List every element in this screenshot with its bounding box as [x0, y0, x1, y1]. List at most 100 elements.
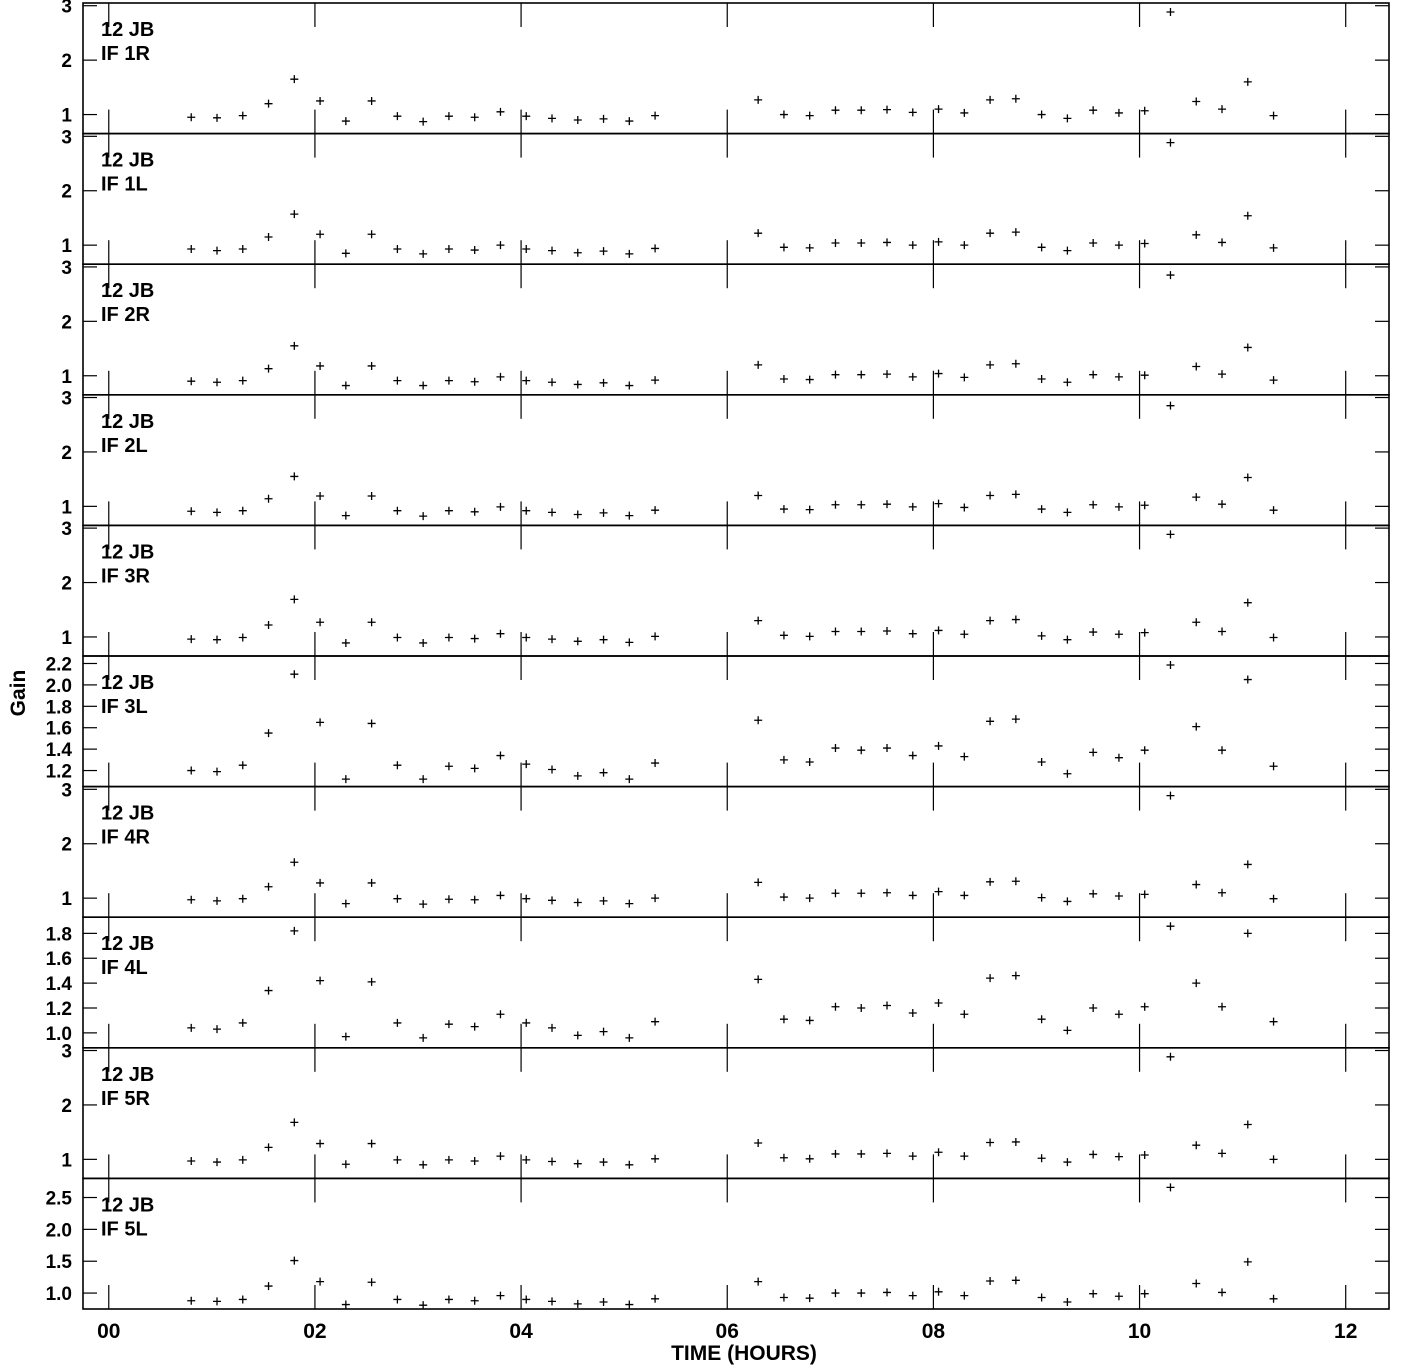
data-point: [264, 364, 273, 373]
data-point: [573, 380, 582, 389]
panel-frame: [82, 132, 1390, 266]
data-point: [908, 891, 917, 900]
y-tick-label: 1.2: [46, 999, 72, 1020]
data-point: [367, 977, 376, 986]
data-point: [1192, 230, 1201, 239]
data-point: [367, 1278, 376, 1287]
data-point: [1166, 661, 1175, 669]
data-point: [444, 762, 453, 771]
data-point: [419, 1301, 428, 1310]
data-point: [573, 898, 582, 907]
panel-label-source: 12 JB: [101, 1194, 154, 1216]
data-point: [419, 775, 428, 784]
data-point: [754, 975, 763, 984]
data-point: [238, 1155, 247, 1164]
data-point: [522, 506, 531, 515]
data-point: [934, 369, 943, 378]
data-point: [625, 638, 634, 647]
data-point: [625, 775, 634, 784]
data-point: [419, 512, 428, 521]
data-point: [831, 627, 840, 636]
panel-label-if: IF 5L: [101, 1218, 148, 1240]
data-point: [1218, 105, 1227, 114]
data-point: [496, 629, 505, 638]
data-point: [290, 670, 299, 679]
data-point: [1011, 971, 1020, 980]
data-point: [1063, 246, 1072, 255]
data-point: [1011, 877, 1020, 886]
panel-label-source: 12 JB: [101, 150, 154, 172]
data-point: [573, 771, 582, 780]
data-point: [857, 627, 866, 636]
data-point: [779, 893, 788, 902]
data-point: [779, 631, 788, 640]
data-point: [238, 761, 247, 770]
data-point: [290, 472, 299, 481]
data-point: [831, 744, 840, 753]
data-point: [496, 241, 505, 250]
data-point: [1063, 1026, 1072, 1035]
panel-frame: [82, 393, 1390, 527]
data-point: [960, 373, 969, 382]
data-point: [651, 111, 660, 120]
data-point: [470, 634, 479, 643]
data-point: [316, 96, 325, 105]
data-point: [1037, 1293, 1046, 1302]
x-tick-label: 00: [97, 1320, 120, 1343]
data-point: [805, 375, 814, 384]
data-point: [522, 244, 531, 253]
panel-label-source: 12 JB: [101, 933, 154, 955]
data-point: [548, 378, 557, 387]
data-point: [1243, 1257, 1252, 1266]
data-point: [625, 117, 634, 126]
data-point: [934, 626, 943, 635]
y-tick-label: 1.6: [46, 719, 72, 740]
data-point: [470, 895, 479, 904]
data-point: [754, 878, 763, 887]
data-point: [522, 1018, 531, 1027]
data-point: [1166, 1052, 1175, 1061]
data-point: [1218, 1002, 1227, 1011]
data-point: [1037, 505, 1046, 514]
data-point: [548, 508, 557, 517]
y-tick-label: 1: [61, 889, 72, 910]
data-point: [625, 1033, 634, 1042]
panel-frame: [82, 655, 1390, 788]
data-point: [1243, 598, 1252, 607]
data-point: [1166, 401, 1175, 410]
data-point: [1011, 1137, 1020, 1146]
data-point: [290, 1118, 299, 1127]
data-point: [1192, 1279, 1201, 1288]
panel-frame: [82, 785, 1390, 918]
data-point: [367, 618, 376, 627]
data-point: [908, 372, 917, 381]
data-point: [496, 751, 505, 760]
data-point: [496, 1291, 505, 1300]
data-point: [393, 761, 402, 770]
data-point: [238, 111, 247, 120]
data-point: [1089, 1004, 1098, 1012]
data-point: [444, 376, 453, 385]
data-point: [883, 1149, 892, 1158]
data-point: [960, 630, 969, 639]
data-point: [883, 888, 892, 897]
data-point: [934, 741, 943, 750]
data-point: [522, 112, 531, 121]
data-point: [470, 507, 479, 516]
data-point: [367, 230, 376, 239]
data-point: [496, 1152, 505, 1161]
panel-label-if: IF 4L: [101, 957, 148, 979]
data-point: [1037, 631, 1046, 640]
data-point: [831, 1149, 840, 1158]
data-point: [599, 378, 608, 387]
data-point: [393, 244, 402, 253]
data-point: [779, 755, 788, 764]
data-point: [1218, 746, 1227, 755]
panel-label-source: 12 JB: [101, 280, 154, 302]
data-point: [1192, 880, 1201, 889]
data-point: [187, 766, 196, 775]
data-point: [1166, 530, 1175, 539]
data-point: [599, 114, 608, 123]
data-point: [1192, 979, 1201, 988]
data-point: [1037, 110, 1046, 119]
